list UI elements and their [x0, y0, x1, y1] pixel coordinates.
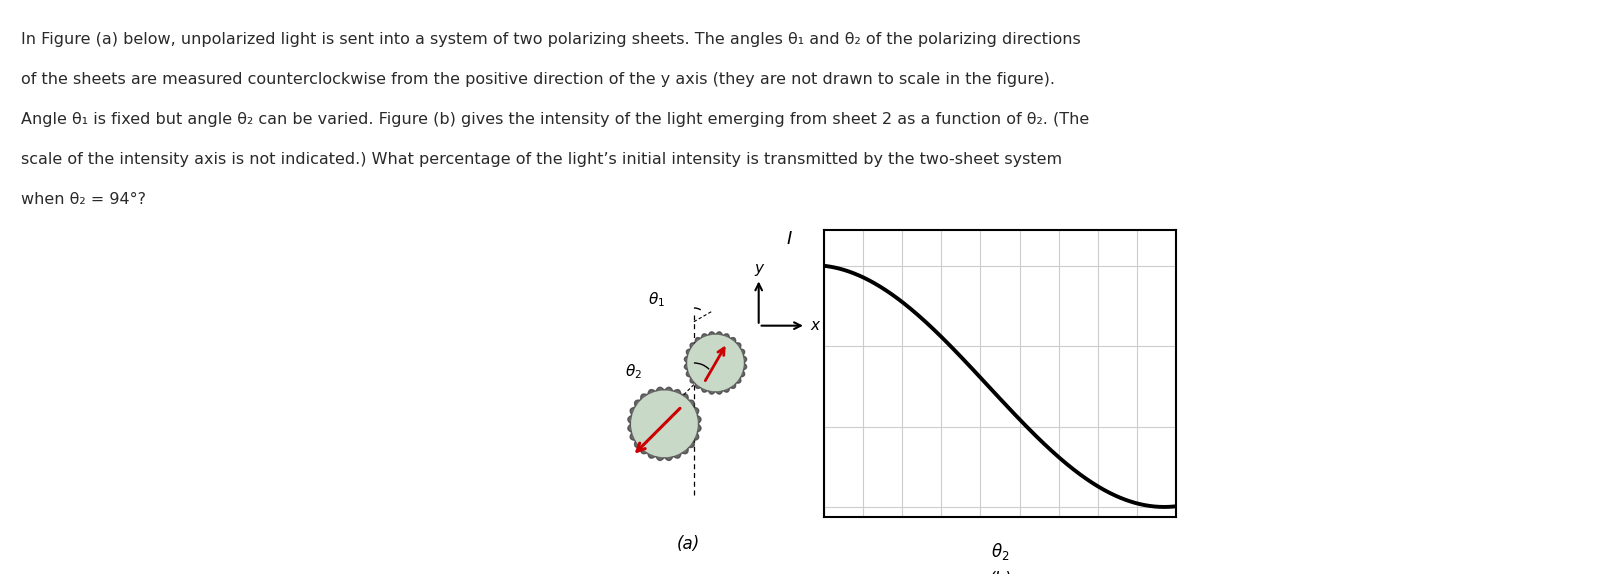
Text: scale of the intensity axis is not indicated.) What percentage of the light’s in: scale of the intensity axis is not indic… [21, 152, 1062, 167]
Text: y: y [754, 261, 763, 276]
Circle shape [688, 335, 744, 391]
Text: x: x [811, 318, 819, 333]
Text: In Figure (a) below, unpolarized light is sent into a system of two polarizing s: In Figure (a) below, unpolarized light i… [21, 32, 1080, 46]
Text: I: I [786, 230, 792, 247]
Text: when θ₂ = 94°?: when θ₂ = 94°? [21, 192, 146, 207]
Text: $\theta_2$: $\theta_2$ [990, 541, 1010, 562]
Text: $\theta_2$: $\theta_2$ [624, 363, 642, 382]
Text: Angle θ₁ is fixed but angle θ₂ can be varied. Figure (b) gives the intensity of : Angle θ₁ is fixed but angle θ₂ can be va… [21, 112, 1090, 127]
Text: (b): (b) [989, 572, 1011, 574]
Text: of the sheets are measured counterclockwise from the positive direction of the y: of the sheets are measured counterclockw… [21, 72, 1054, 87]
Polygon shape [685, 332, 747, 394]
Polygon shape [627, 387, 701, 460]
Text: $\theta_1$: $\theta_1$ [648, 290, 666, 309]
Text: (a): (a) [677, 535, 699, 553]
Circle shape [630, 390, 698, 457]
